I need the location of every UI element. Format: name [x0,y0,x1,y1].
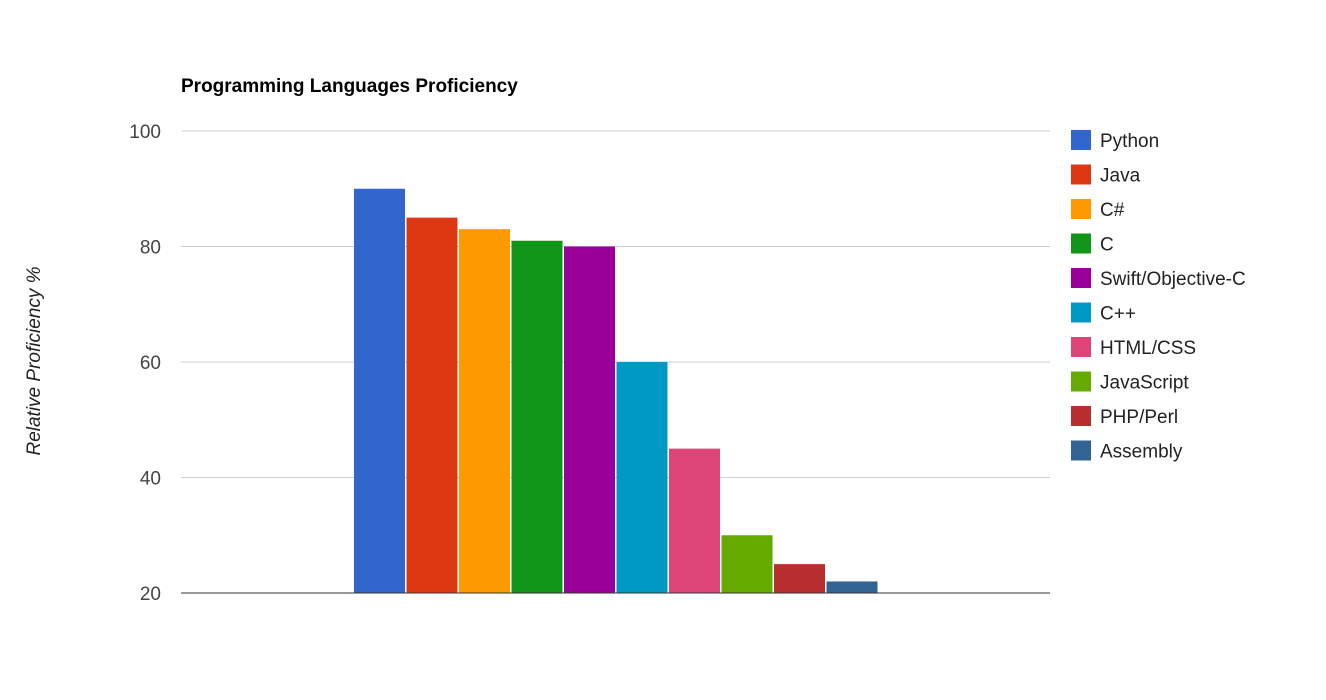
legend-swatch [1071,440,1091,461]
legend-item[interactable]: Assembly [1071,440,1183,463]
legend-item[interactable]: Swift/Objective-C [1071,268,1246,290]
y-axis-label: Relative Proficiency % [24,266,45,455]
y-tick-label: 80 [140,238,161,259]
bar-swift-objective-c[interactable] [564,246,615,594]
bar-c[interactable] [616,362,668,593]
bar-c[interactable] [459,229,510,594]
legend-swatch [1071,406,1091,426]
legend-label: C++ [1100,304,1136,325]
bar-javascript[interactable] [721,535,773,593]
legend-swatch [1071,371,1091,392]
y-tick-label: 100 [129,122,161,143]
legend-label: C [1100,235,1114,256]
legend-label: Assembly [1100,442,1183,463]
legend-label: HTML/CSS [1100,338,1196,359]
legend-swatch [1071,268,1091,288]
legend-item[interactable]: C++ [1071,302,1136,325]
legend-label: Swift/Objective-C [1100,269,1246,290]
bar-html-css[interactable] [669,448,720,593]
legend-swatch [1071,130,1091,150]
bars [354,188,878,594]
y-tick-label: 20 [140,584,161,605]
legend-label: PHP/Perl [1100,407,1178,428]
bar-php-perl[interactable] [774,564,825,593]
y-tick-label: 60 [140,353,161,374]
legend-label: Python [1100,131,1159,152]
legend-label: C# [1100,200,1125,221]
legend-label: JavaScript [1100,373,1189,394]
bar-java[interactable] [406,217,458,593]
y-tick-label: 40 [140,469,161,490]
legend-item[interactable]: Java [1071,164,1141,187]
legend-item[interactable]: PHP/Perl [1071,406,1178,428]
legend-item[interactable]: Python [1071,130,1159,152]
bar-python[interactable] [354,188,405,593]
chart-title: Programming Languages Proficiency [181,76,518,97]
legend-swatch [1071,302,1091,323]
legend-swatch [1071,199,1091,219]
legend-label: Java [1100,166,1141,187]
legend-item[interactable]: JavaScript [1071,371,1189,394]
y-axis-ticks: 20 40 60 80 100 [129,122,161,605]
legend: Python Java C# C Swift/Objective-C C++ HTML/CS… [1071,130,1246,463]
legend-item[interactable]: C# [1071,199,1125,221]
legend-swatch [1071,164,1091,185]
bar-c[interactable] [511,240,563,593]
bar-assembly[interactable] [826,581,878,593]
legend-item[interactable]: HTML/CSS [1071,337,1196,359]
gridlines [181,130,1050,478]
legend-item[interactable]: C [1071,233,1114,256]
legend-swatch [1071,233,1091,254]
legend-swatch [1071,337,1091,357]
